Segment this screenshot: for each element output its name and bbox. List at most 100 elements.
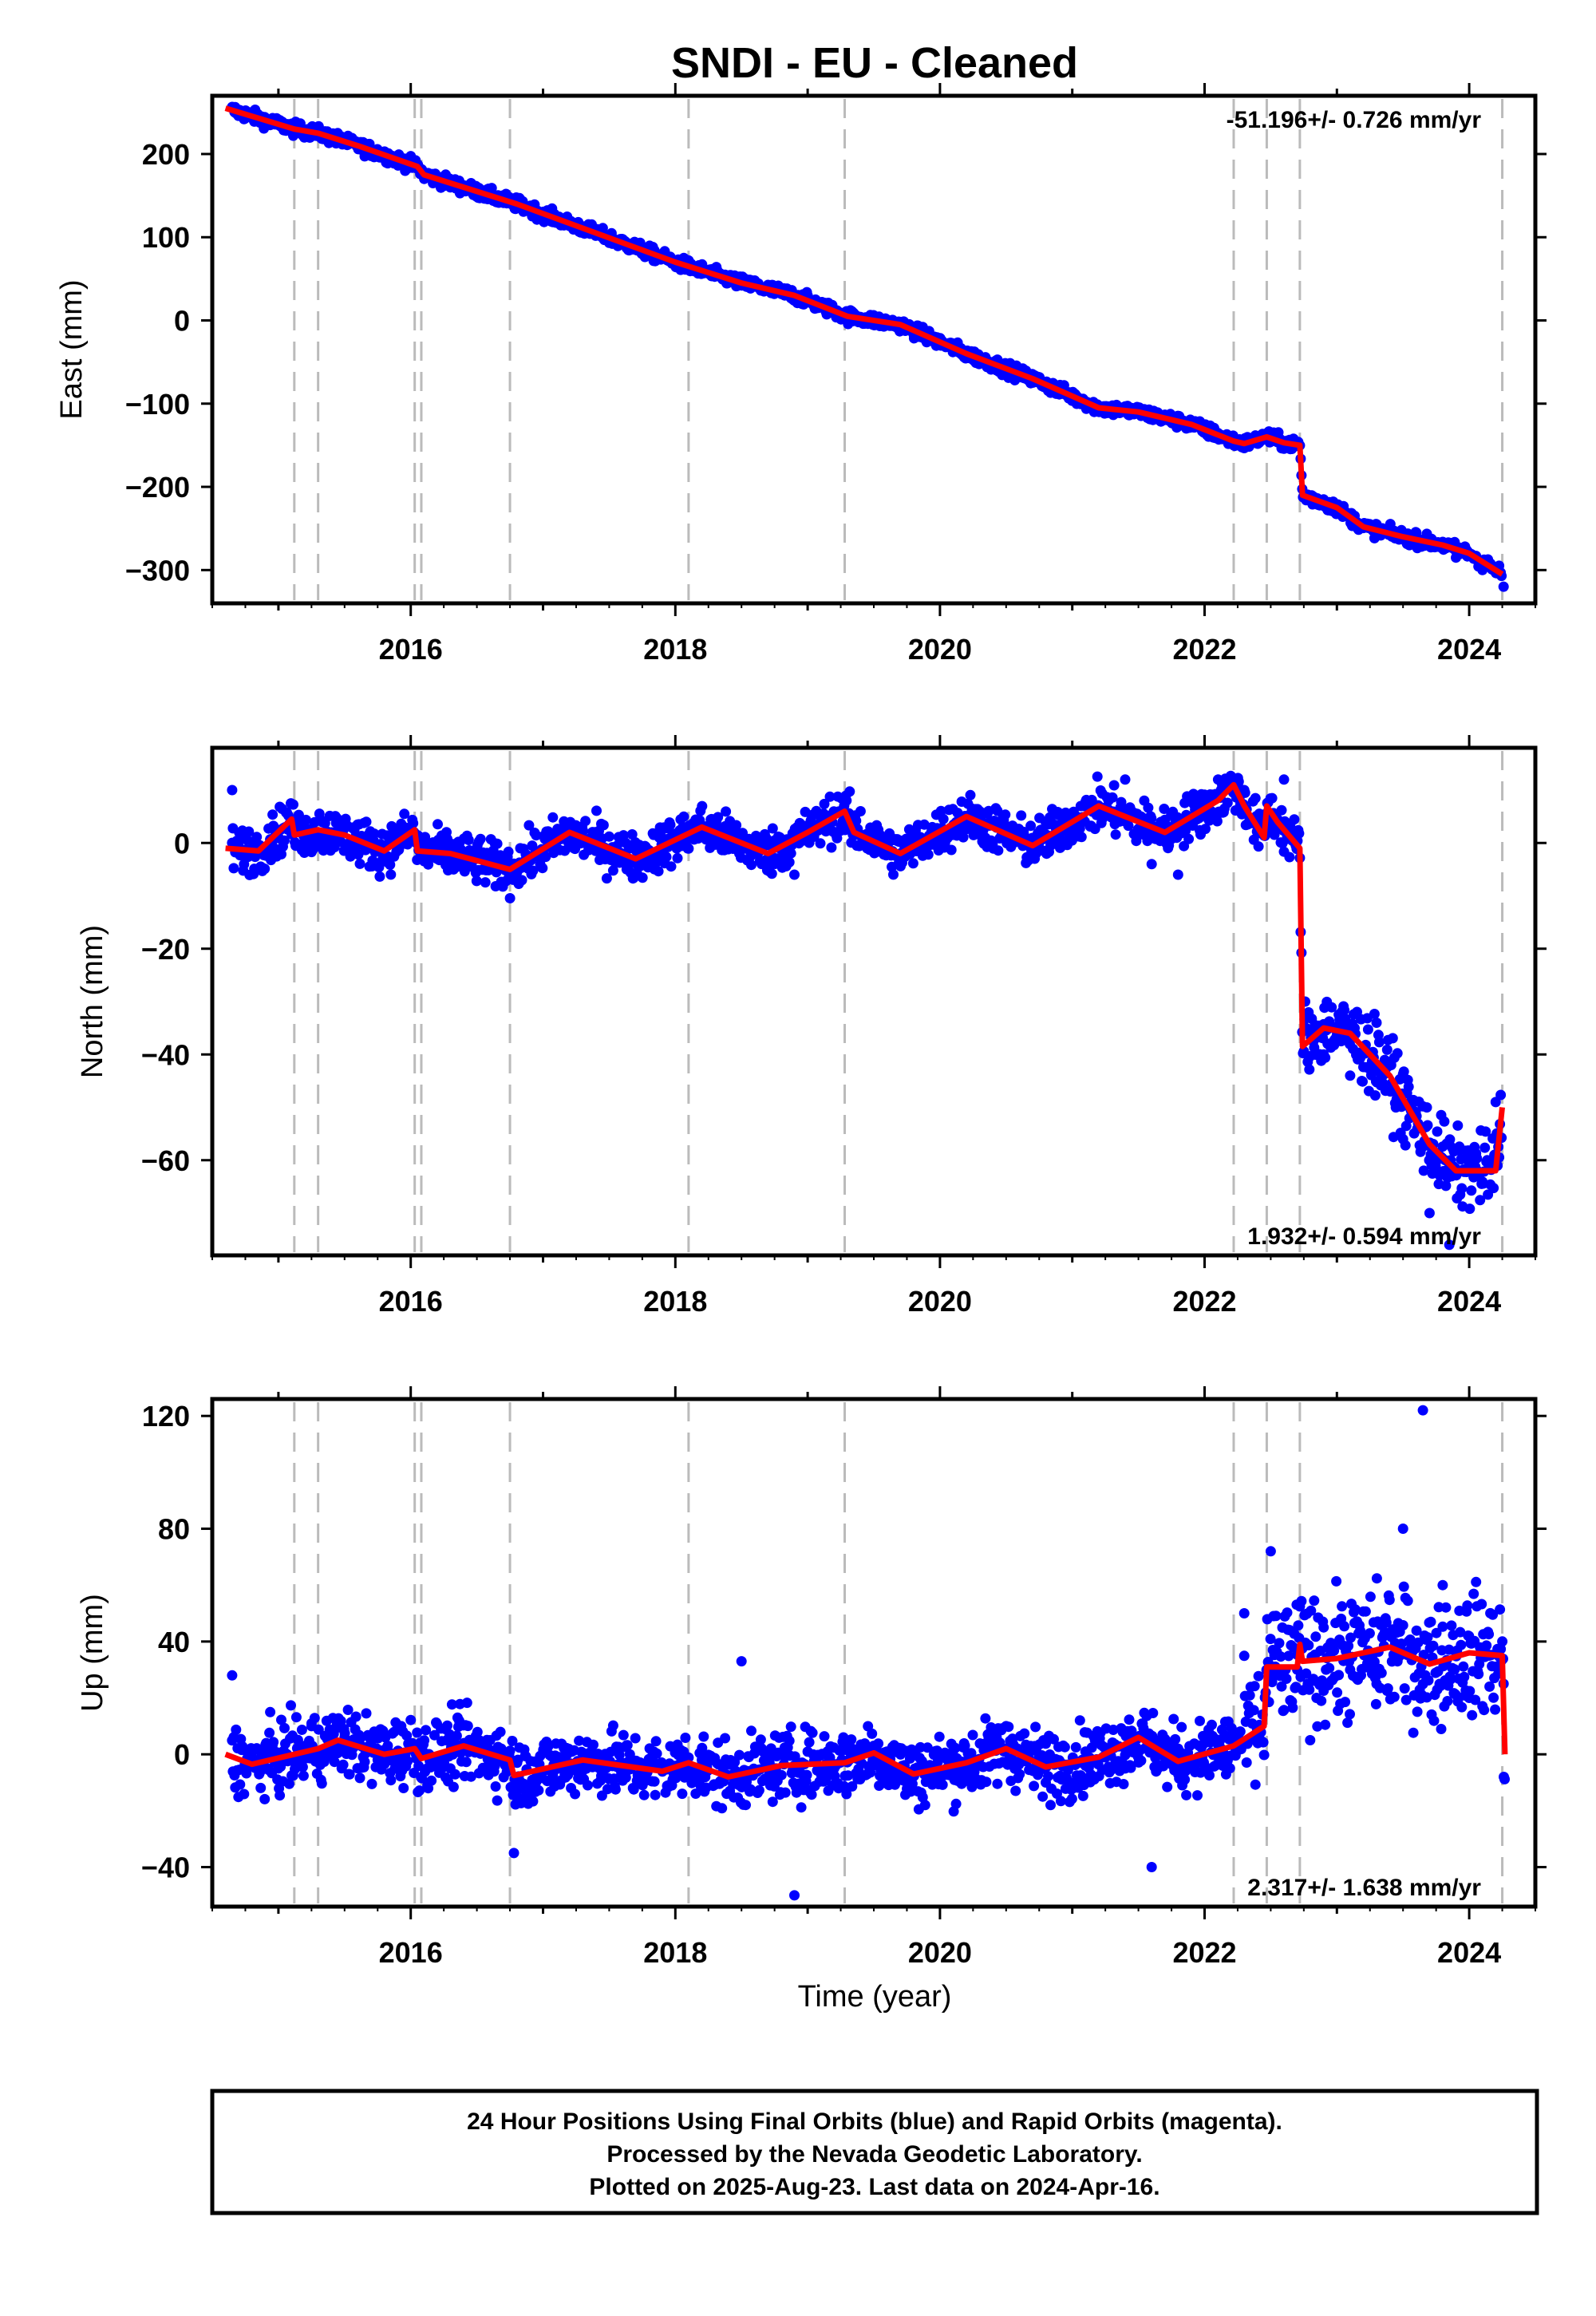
up-data-point bbox=[1014, 1769, 1025, 1780]
north-data-point bbox=[815, 838, 826, 849]
up-data-point bbox=[1345, 1709, 1355, 1720]
up-data-point bbox=[1278, 1705, 1290, 1716]
up-data-point bbox=[1124, 1714, 1135, 1725]
up-data-point bbox=[846, 1734, 857, 1745]
up-data-point bbox=[1287, 1702, 1298, 1713]
east-x-tick-label: 2016 bbox=[379, 633, 443, 666]
north-observation-point bbox=[1146, 859, 1157, 870]
north-data-point bbox=[385, 869, 397, 880]
north-data-point bbox=[1304, 1064, 1315, 1075]
up-data-point bbox=[1423, 1675, 1434, 1686]
up-data-point bbox=[354, 1773, 365, 1784]
up-data-point bbox=[784, 1735, 795, 1746]
up-data-point bbox=[1170, 1733, 1181, 1745]
north-data-point bbox=[661, 852, 672, 863]
east-y-tick-label: −200 bbox=[125, 471, 190, 504]
north-data-point bbox=[1266, 792, 1278, 804]
up-data-point bbox=[265, 1706, 276, 1717]
north-data-point bbox=[665, 820, 676, 830]
north-rate-label: 1.932+/- 0.594 mm/yr bbox=[1247, 1223, 1481, 1250]
up-data-point bbox=[1055, 1796, 1066, 1807]
up-data-point bbox=[402, 1756, 413, 1767]
up-data-point bbox=[231, 1724, 242, 1735]
north-data-point bbox=[1284, 852, 1295, 863]
north-y-tick-label: −40 bbox=[141, 1038, 190, 1071]
up-data-point bbox=[583, 1780, 593, 1791]
up-data-point bbox=[1077, 1790, 1088, 1801]
north-data-point bbox=[766, 868, 777, 879]
north-data-point bbox=[598, 820, 609, 831]
east-x-tick-label: 2020 bbox=[908, 633, 972, 666]
up-data-point bbox=[1425, 1616, 1436, 1627]
north-observation-point bbox=[709, 816, 721, 828]
north-data-point bbox=[408, 818, 419, 828]
north-observation-point bbox=[1318, 1049, 1329, 1060]
up-data-point bbox=[734, 1749, 745, 1761]
up-data-point bbox=[405, 1714, 417, 1725]
east-y-tick-label: 200 bbox=[142, 138, 190, 171]
up-data-point bbox=[967, 1729, 978, 1741]
north-data-point bbox=[1369, 1090, 1381, 1101]
up-data-point bbox=[785, 1721, 796, 1733]
north-data-point bbox=[1357, 1076, 1368, 1087]
up-data-point bbox=[1384, 1595, 1395, 1606]
north-data-point bbox=[993, 845, 1004, 856]
up-data-point bbox=[873, 1738, 884, 1749]
up-data-point bbox=[460, 1757, 472, 1768]
north-data-point bbox=[1076, 832, 1087, 843]
north-data-point bbox=[1464, 1203, 1476, 1215]
north-data-point bbox=[1479, 1142, 1491, 1153]
north-data-point bbox=[463, 835, 474, 845]
north-data-point bbox=[965, 789, 976, 800]
east-rate-label: -51.196+/- 0.726 mm/yr bbox=[1227, 107, 1482, 133]
north-data-point bbox=[580, 816, 591, 827]
up-data-point bbox=[1408, 1727, 1419, 1738]
east-break-lines bbox=[293, 99, 1504, 600]
up-data-point bbox=[1320, 1719, 1331, 1730]
up-data-point bbox=[1181, 1789, 1192, 1800]
up-data-point bbox=[1148, 1708, 1159, 1718]
up-data-point bbox=[239, 1788, 250, 1800]
north-data-point bbox=[547, 812, 559, 823]
up-data-point bbox=[618, 1729, 629, 1741]
north-observation-point bbox=[789, 869, 800, 880]
north-data-point bbox=[228, 863, 239, 874]
north-data-point bbox=[1488, 1183, 1499, 1194]
up-data-point bbox=[296, 1725, 307, 1735]
north-data-point bbox=[475, 833, 486, 844]
north-data-point bbox=[267, 809, 279, 820]
north-y-tick-label: −60 bbox=[141, 1144, 190, 1177]
north-data-point bbox=[374, 871, 385, 882]
up-data-point bbox=[950, 1798, 962, 1809]
north-x-tick-label: 2018 bbox=[643, 1285, 707, 1318]
up-data-point bbox=[492, 1795, 503, 1806]
up-data-point bbox=[1370, 1698, 1381, 1709]
north-data-point bbox=[259, 864, 271, 875]
up-data-point bbox=[776, 1769, 787, 1780]
up-data-point bbox=[1399, 1683, 1410, 1694]
up-data-point bbox=[1340, 1697, 1351, 1708]
up-data-point bbox=[1331, 1575, 1342, 1587]
up-data-point bbox=[1389, 1691, 1400, 1702]
north-data-point bbox=[1403, 1081, 1414, 1093]
up-data-point bbox=[1304, 1684, 1315, 1695]
east-observation-point bbox=[1498, 581, 1509, 592]
north-data-point bbox=[888, 869, 899, 880]
up-data-point bbox=[1412, 1706, 1423, 1717]
up-data-point bbox=[780, 1787, 791, 1798]
up-data-point bbox=[1019, 1728, 1030, 1739]
up-data-point bbox=[610, 1784, 621, 1795]
up-data-point bbox=[1402, 1595, 1413, 1607]
up-data-point bbox=[867, 1728, 878, 1739]
up-data-point bbox=[741, 1800, 751, 1811]
north-data-point bbox=[672, 852, 683, 864]
north-data-point bbox=[1362, 1024, 1373, 1035]
up-data-point bbox=[1371, 1573, 1382, 1584]
up-data-point bbox=[1162, 1781, 1173, 1792]
up-data-point bbox=[1258, 1737, 1269, 1748]
up-data-point bbox=[1332, 1687, 1343, 1698]
north-data-point bbox=[1108, 780, 1120, 791]
